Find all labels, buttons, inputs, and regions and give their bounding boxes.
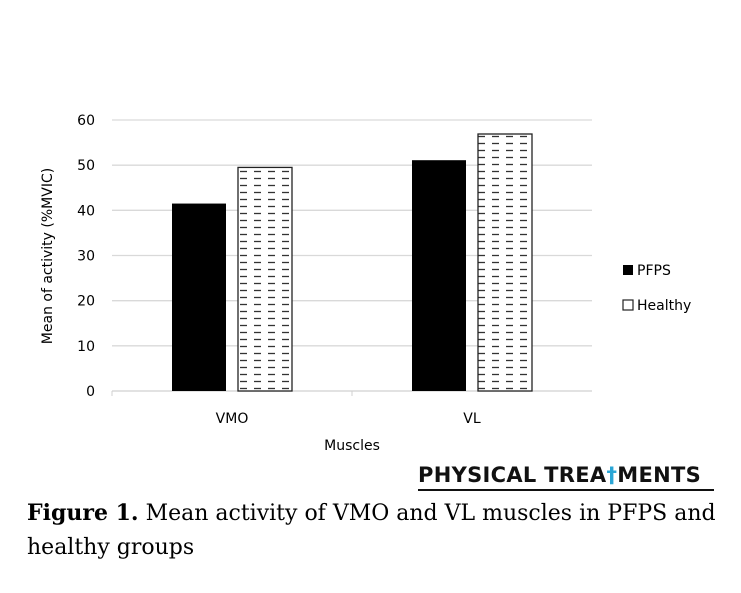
legend: PFPS Healthy (622, 263, 691, 314)
legend-label-healthy: Healthy (637, 298, 691, 314)
brand-text-end: MENTS (617, 463, 702, 487)
legend-item-healthy: Healthy (622, 298, 691, 314)
x-tick-vmo: VMO (216, 411, 249, 427)
legend-swatch-pfps (623, 265, 633, 275)
caption-text: Mean activity of VMO and VL muscles in P… (27, 501, 716, 560)
y-tick-0: 0 (86, 384, 95, 400)
person-icon: † (606, 463, 618, 487)
bars (172, 133, 533, 392)
y-tick-50: 50 (77, 158, 95, 174)
y-axis-title: Mean of activity (%MVIC) (40, 168, 56, 344)
bar-pfps-vl (412, 160, 466, 391)
y-tick-20: 20 (77, 294, 95, 310)
y-tick-60: 60 (77, 113, 95, 129)
caption-label: Figure 1. (27, 500, 139, 526)
x-tick-labels: VMO VL (216, 411, 481, 427)
y-tick-labels: 0 10 20 30 40 50 60 (77, 113, 95, 400)
bar-chart: 0 10 20 30 40 50 60 VMO VL Muscles Mean of acti… (40, 113, 691, 454)
x-axis-title: Muscles (324, 438, 380, 454)
bar-pfps-vmo (172, 203, 226, 391)
legend-item-pfps: PFPS (623, 263, 671, 279)
x-tick-vl: VL (463, 411, 481, 427)
figure-caption: Figure 1. Mean activity of VMO and VL mu… (27, 496, 727, 565)
bar-healthy-vmo (237, 166, 293, 392)
brand-text-start: PHYSICAL TREA (418, 463, 607, 487)
y-tick-30: 30 (77, 249, 95, 265)
legend-label-pfps: PFPS (637, 263, 671, 279)
y-tick-40: 40 (77, 203, 95, 219)
y-tick-10: 10 (77, 339, 95, 355)
publisher-logo: PHYSICAL TREA†MENTS (418, 463, 714, 491)
legend-swatch-healthy (622, 299, 634, 311)
bar-healthy-vl (477, 133, 533, 392)
